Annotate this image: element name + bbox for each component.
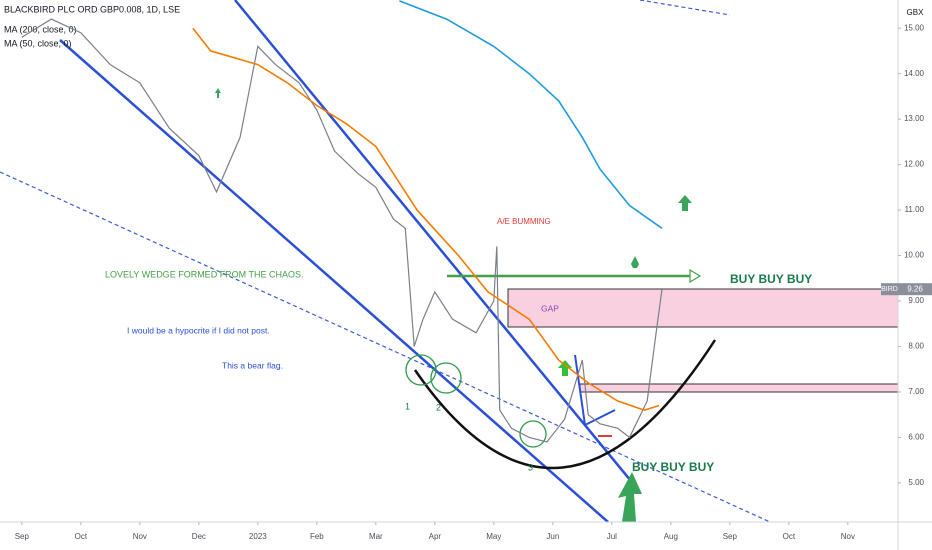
annotation: A/E BUMMING [497, 217, 551, 226]
price-tag-bg [898, 283, 932, 296]
x-tick-label: Nov [841, 532, 855, 541]
x-tick-label: Oct [783, 532, 796, 541]
price-tag: 9.26 [907, 284, 923, 293]
x-tick-label: Apr [429, 532, 442, 541]
annotation: 3 [528, 462, 533, 472]
annotation: BUY BUY BUY [632, 460, 714, 474]
annotation: LOVELY WEDGE FORMED FROM THE CHAOS. [105, 269, 304, 279]
cup-curve [413, 339, 717, 470]
price-line [21, 18, 663, 443]
axis-unit: GBX [907, 8, 925, 17]
annotation: 1 [405, 401, 410, 411]
trend-line [639, 0, 731, 16]
legend-entry: MA (200, close, 0) [4, 24, 77, 34]
big-arrow [618, 472, 642, 522]
moving-average [192, 27, 660, 411]
x-tick-label: Nov [133, 532, 147, 541]
y-tick-label: 14.00 [904, 69, 925, 78]
x-tick-label: Jun [546, 532, 559, 541]
annotation: 2 [436, 402, 441, 412]
arrow-up [558, 360, 572, 376]
y-tick-label: 12.00 [904, 160, 925, 169]
channel-line [59, 39, 609, 523]
circle-marker [519, 420, 547, 448]
x-tick-label: Sep [15, 532, 30, 541]
trend-line [0, 171, 771, 523]
y-tick-label: 9.00 [908, 296, 924, 305]
annotation: This a bear flag. [222, 360, 283, 370]
x-tick-label: Dec [192, 532, 206, 541]
x-tick-label: 2023 [249, 532, 267, 541]
moving-average [399, 0, 663, 229]
y-tick-label: 7.00 [908, 387, 924, 396]
x-tick-label: Mar [369, 532, 383, 541]
y-tick-label: 15.00 [904, 23, 925, 32]
gap-zone [507, 288, 899, 328]
symbol-tag-bg [881, 283, 898, 296]
annotation: GAP [541, 303, 559, 313]
y-tick-label: 6.00 [908, 433, 924, 442]
flag-line [574, 354, 616, 427]
legend-title: BLACKBIRD PLC ORD GBP0.008, 1D, LSE [4, 4, 180, 14]
circle-marker [405, 354, 437, 386]
x-tick-label: Sep [723, 532, 738, 541]
arrow-head [689, 268, 702, 284]
symbol-tag: BIRD [881, 286, 898, 293]
y-tick-label: 5.00 [908, 478, 924, 487]
y-tick-label: 11.00 [905, 205, 925, 214]
x-tick-label: May [486, 532, 501, 541]
annotation: I would be a hypocrite if I did not post… [127, 325, 270, 335]
x-tick-label: Feb [310, 532, 324, 541]
annotation: BUY BUY BUY [730, 272, 812, 286]
arrow-up [215, 88, 221, 98]
y-tick-label: 10.00 [904, 251, 925, 260]
x-tick-label: Aug [664, 532, 678, 541]
drawings [0, 0, 899, 523]
y-tick-label: 13.00 [904, 114, 925, 123]
legend-entry: MA (50, close, 0) [4, 38, 72, 48]
channel-line [234, 0, 641, 493]
gap-zone [579, 383, 899, 393]
circle-marker [430, 362, 462, 394]
arrow-up [678, 195, 692, 211]
rocket-icon [631, 256, 639, 268]
x-tick-label: Oct [75, 532, 88, 541]
y-tick-label: 8.00 [908, 342, 924, 351]
x-tick-label: Jul [607, 532, 617, 541]
